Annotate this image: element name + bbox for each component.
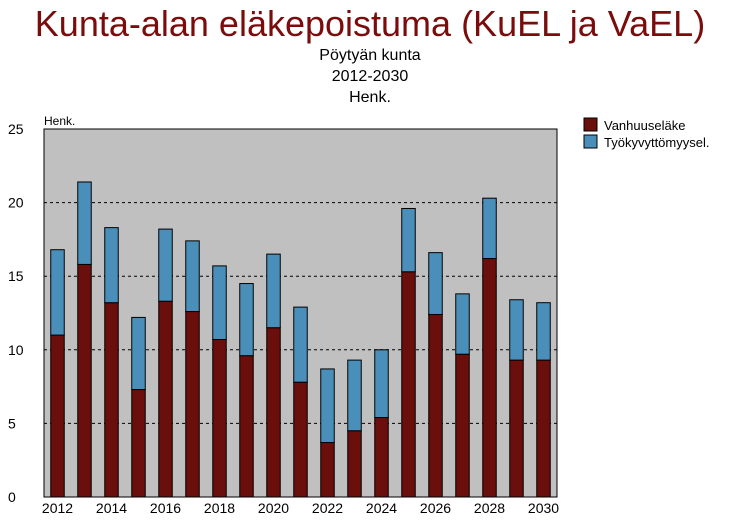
x-tick-label-2022: 2022: [312, 500, 343, 516]
chart-subtitle-unit: Henk.: [349, 89, 391, 106]
bar-tyokyvyttomyysel-2016: [158, 228, 173, 302]
bar-vanhuuselake-2021: [293, 381, 308, 498]
bar-tyokyvyttomyysel-2030: [536, 302, 551, 361]
x-tick-label-2018: 2018: [204, 500, 235, 516]
y-tick-label-0: 0: [8, 489, 16, 505]
bar-tyokyvyttomyysel-2013: [77, 181, 92, 265]
bar-tyokyvyttomyysel-2019: [239, 283, 254, 357]
bar-vanhuuselake-2019: [239, 355, 254, 498]
bar-tyokyvyttomyysel-2025: [401, 207, 416, 273]
y-tick-label-25: 25: [8, 121, 24, 137]
y-tick-label-10: 10: [8, 342, 24, 358]
bar-tyokyvyttomyysel-2012: [50, 249, 65, 336]
bar-vanhuuselake-2028: [482, 258, 497, 498]
x-tick-label-2030: 2030: [528, 500, 559, 516]
bar-vanhuuselake-2029: [509, 359, 524, 498]
plot-frame: [43, 128, 558, 498]
bar-tyokyvyttomyysel-2022: [320, 368, 335, 444]
y-tick-label-5: 5: [8, 415, 16, 431]
bar-vanhuuselake-2013: [77, 263, 92, 498]
bar-tyokyvyttomyysel-2026: [428, 252, 443, 315]
bar-vanhuuselake-2014: [104, 302, 119, 498]
bar-tyokyvyttomyysel-2021: [293, 306, 308, 383]
y-tick-label-15: 15: [8, 268, 24, 284]
bar-vanhuuselake-2015: [131, 389, 146, 498]
x-tick-label-2014: 2014: [96, 500, 127, 516]
y-axis-label: Henk.: [44, 114, 75, 128]
x-tick-label-2016: 2016: [150, 500, 181, 516]
legend-swatch-vanhuuselake: [583, 117, 598, 132]
bar-vanhuuselake-2022: [320, 442, 335, 498]
bar-vanhuuselake-2012: [50, 334, 65, 498]
chart-subtitle-period: 2012-2030: [331, 68, 409, 85]
x-tick-label-2024: 2024: [366, 500, 397, 516]
bar-tyokyvyttomyysel-2028: [482, 197, 497, 260]
bar-tyokyvyttomyysel-2027: [455, 293, 470, 355]
x-tick-label-2026: 2026: [420, 500, 451, 516]
bar-vanhuuselake-2018: [212, 338, 227, 498]
bar-tyokyvyttomyysel-2020: [266, 253, 281, 329]
bar-tyokyvyttomyysel-2029: [509, 299, 524, 361]
bar-tyokyvyttomyysel-2024: [374, 349, 389, 419]
bar-vanhuuselake-2016: [158, 300, 173, 498]
bar-tyokyvyttomyysel-2017: [185, 240, 200, 313]
bar-vanhuuselake-2030: [536, 359, 551, 498]
bar-vanhuuselake-2027: [455, 353, 470, 498]
legend-label-tyokyvyttomyysel: Työkyvyttömyysel.: [604, 135, 709, 150]
chart-title: Kunta-alan eläkepoistuma (KuEL ja VaEL): [34, 3, 706, 44]
bar-tyokyvyttomyysel-2015: [131, 316, 146, 391]
bar-vanhuuselake-2024: [374, 417, 389, 498]
x-tick-label-2028: 2028: [474, 500, 505, 516]
bar-vanhuuselake-2017: [185, 311, 200, 498]
bar-tyokyvyttomyysel-2023: [347, 359, 362, 432]
y-tick-label-20: 20: [8, 195, 24, 211]
bar-vanhuuselake-2025: [401, 271, 416, 498]
x-tick-label-2012: 2012: [42, 500, 73, 516]
bar-tyokyvyttomyysel-2018: [212, 265, 227, 340]
chart-subtitle-municipality: Pöytyän kunta: [319, 47, 421, 64]
legend-label-vanhuuselake: Vanhuuseläke: [604, 118, 685, 133]
x-tick-label-2020: 2020: [258, 500, 289, 516]
bar-vanhuuselake-2023: [347, 430, 362, 498]
legend-swatch-tyokyvyttomyysel: [583, 134, 598, 149]
bar-vanhuuselake-2020: [266, 327, 281, 498]
bar-tyokyvyttomyysel-2014: [104, 227, 119, 304]
bar-vanhuuselake-2026: [428, 313, 443, 498]
